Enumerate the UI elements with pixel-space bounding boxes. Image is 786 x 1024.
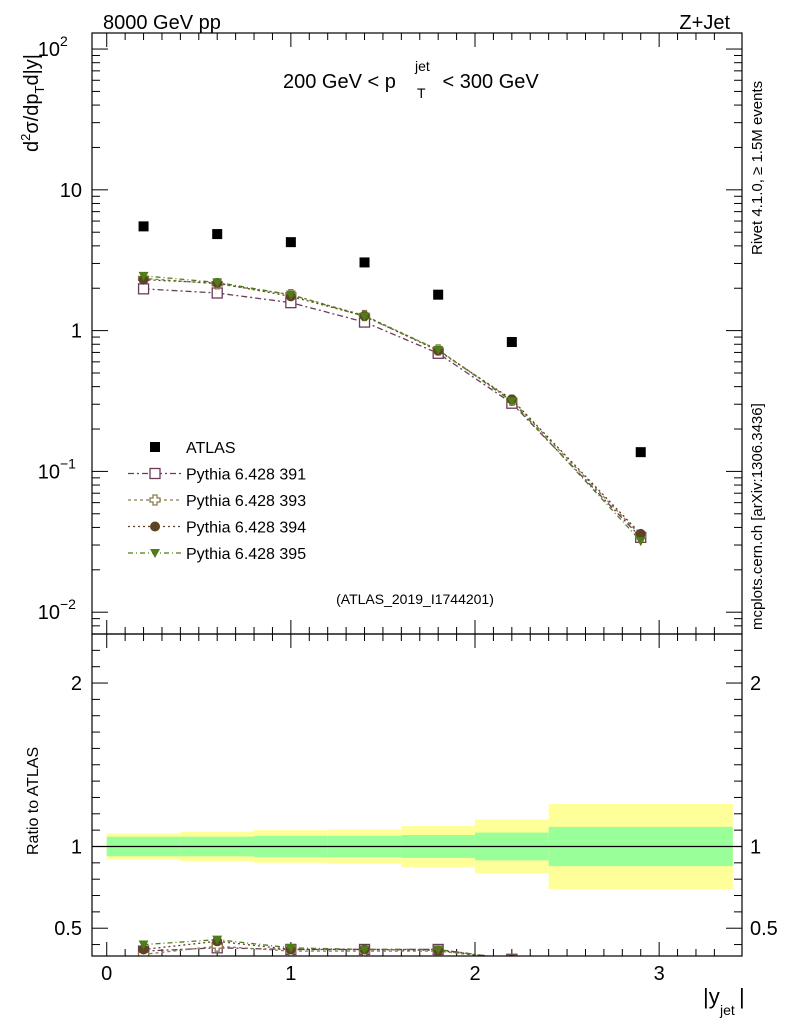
- series-point: [285, 290, 296, 300]
- xlabel-close: |: [739, 984, 745, 1009]
- legend-marker: [149, 494, 161, 506]
- series-point: [138, 271, 149, 281]
- x-tick-label: 2: [469, 963, 480, 985]
- y-tick-label-exp: −2: [60, 596, 76, 612]
- legend: ATLAS Pythia 6.428 391 Pythia 6.428 393 Pyt…: [128, 440, 306, 563]
- series-point: [433, 345, 444, 355]
- chart-title-p: p: [385, 71, 396, 93]
- y-tick-label-base: 10: [38, 602, 60, 624]
- x-tick-label: 1: [285, 963, 296, 985]
- legend-label: Pythia 6.428 393: [186, 493, 306, 510]
- mcplots-label: mcplots.cern.ch [arXiv:1306.3436]: [749, 403, 766, 630]
- ratio-tick-label-right: 1: [750, 836, 761, 858]
- chart-title-sup: jet: [414, 58, 430, 74]
- y-tick-label-exp: −1: [60, 455, 76, 471]
- chart-title: 200 GeV < p: [283, 71, 396, 93]
- ratio-frame: [91, 633, 743, 957]
- data-point: [212, 229, 223, 240]
- data-point: [359, 257, 370, 268]
- process-label: Z+Jet: [679, 12, 730, 34]
- x-tick-label: 0: [101, 963, 112, 985]
- y-tick-label: 1: [71, 321, 82, 343]
- ratio-tick-label-right: 2: [750, 673, 761, 695]
- series-point: [137, 283, 150, 295]
- data-point: [433, 289, 444, 300]
- ylabel-sub: T: [32, 85, 47, 93]
- ylabel-d: d: [21, 141, 43, 152]
- series-point: [506, 397, 517, 407]
- rivet-version-label: Rivet 4.1.0, ≥ 1.5M events: [749, 81, 766, 255]
- legend-marker: [149, 467, 161, 480]
- y-tick-label: 10: [60, 180, 82, 202]
- ratio-point: [636, 964, 646, 974]
- xlabel-sub: jet: [719, 1002, 735, 1018]
- y-tick-label-base: 10: [38, 461, 60, 483]
- y-axis-label: d2σ/dpTd|y|: [18, 54, 47, 152]
- main-frame: [91, 32, 743, 635]
- data-point: [285, 237, 296, 248]
- series-point: [635, 537, 646, 547]
- analysis-id: (ATLAS_2019_I1744201): [336, 591, 494, 607]
- ratio-tick-label-left: 0.5: [54, 918, 82, 940]
- series-point: [635, 528, 646, 539]
- legend-label: Pythia 6.428 391: [186, 467, 306, 484]
- x-tick-label: 3: [654, 963, 665, 985]
- ratio-series-layer: [137, 935, 646, 974]
- ylabel-tail: d|y|: [21, 54, 43, 86]
- ratio-point: [506, 955, 517, 956]
- legend-label: Pythia 6.428 395: [186, 546, 306, 563]
- y-tick-label-exp: 2: [60, 33, 68, 49]
- ratio-point: [636, 965, 646, 974]
- series-point: [359, 312, 370, 322]
- ratio-point: [433, 945, 444, 955]
- ratio-point: [212, 935, 223, 945]
- ratio-point: [636, 964, 646, 974]
- y-tick-label-base: 10: [38, 39, 60, 61]
- collision-label: 8000 GeV pp: [103, 12, 221, 34]
- main-series-layer: [137, 221, 647, 547]
- ratio-tick-label-left: 2: [71, 673, 82, 695]
- ratio-series-clipped: [137, 935, 646, 974]
- ratio-tick-label-left: 1: [71, 836, 82, 858]
- series-point: [211, 287, 223, 299]
- chart-title-sub: T: [417, 85, 426, 101]
- chart-title-rhs: < 300 GeV: [437, 71, 539, 93]
- data-point: [506, 337, 517, 348]
- legend-marker: [150, 549, 160, 558]
- data-point: [635, 447, 646, 458]
- ratio-point: [285, 943, 296, 953]
- legend-marker-atlas: [150, 442, 160, 452]
- legend-label: Pythia 6.428 394: [186, 520, 306, 537]
- svg-text:|y: |y: [703, 984, 720, 1009]
- svg-text:d2σ/dpTd|y|: d2σ/dpTd|y|: [18, 54, 47, 152]
- legend-label-atlas: ATLAS: [186, 440, 236, 457]
- ratio-point: [636, 964, 646, 974]
- ylabel-mid: σ/dp: [21, 93, 43, 133]
- data-point: [138, 221, 149, 232]
- ratio-panel: 0 1 2 3 0.5 0.5 1 1 2 2 Ratio to ATLAS: [25, 633, 778, 985]
- xlabel-main: |y: [703, 984, 720, 1009]
- ylabel-sup: 2: [18, 134, 33, 141]
- ratio-point: [138, 940, 149, 950]
- legend-marker: [150, 521, 160, 532]
- ratio-tick-label-right: 0.5: [750, 918, 778, 940]
- ratio-point: [359, 945, 370, 955]
- chart-title-lhs: 200 GeV <: [283, 71, 385, 93]
- x-axis-label: |y jet |: [703, 984, 745, 1018]
- series-point: [212, 278, 223, 288]
- ratio-y-axis-label: Ratio to ATLAS: [25, 747, 42, 855]
